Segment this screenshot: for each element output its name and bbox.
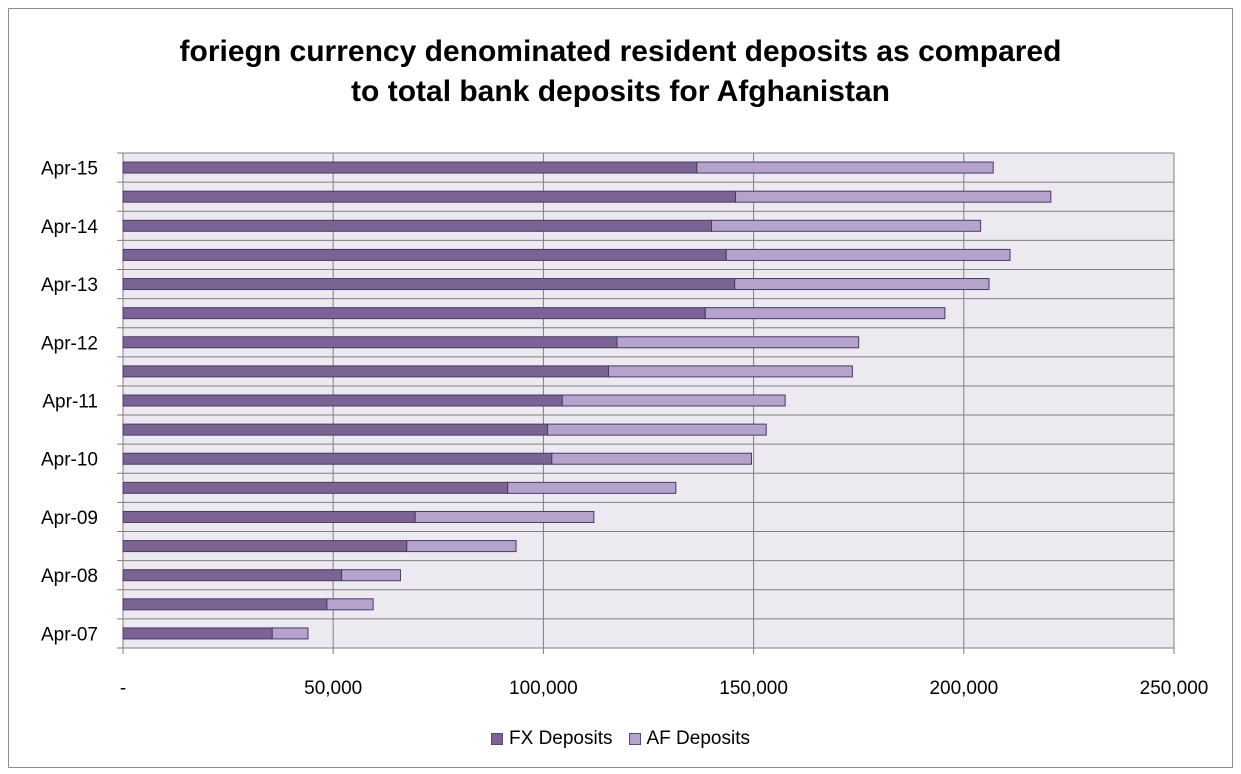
bar-af-deposits <box>341 569 401 582</box>
x-tick-label: 50,000 <box>304 678 362 699</box>
bar-fx-deposits <box>122 190 737 203</box>
bar-af-deposits <box>561 394 786 407</box>
bar-fx-deposits <box>122 161 698 174</box>
legend-item-af: AF Deposits <box>628 728 750 750</box>
bar-fx-deposits <box>122 278 736 291</box>
bar-af-deposits <box>735 190 1052 203</box>
y-tick-label: Apr-14 <box>41 217 98 238</box>
bar-fx-deposits <box>122 540 408 553</box>
legend-swatch-fx <box>491 733 504 745</box>
y-tick-label: Apr-08 <box>41 566 98 587</box>
legend-swatch-af <box>628 733 641 745</box>
bar-af-deposits <box>725 248 1011 261</box>
y-tick-label: Apr-13 <box>41 275 98 296</box>
bar-af-deposits <box>696 161 994 174</box>
bar-fx-deposits <box>122 423 549 436</box>
bar-fx-deposits <box>122 307 706 320</box>
bar-af-deposits <box>414 510 595 523</box>
x-tick-label: 200,000 <box>929 678 998 699</box>
legend-item-fx: FX Deposits <box>491 728 613 750</box>
bar-fx-deposits <box>122 394 563 407</box>
bar-af-deposits <box>406 540 517 553</box>
bar-fx-deposits <box>122 452 553 465</box>
legend-label-af: AF Deposits <box>646 728 750 749</box>
bar-af-deposits <box>711 219 982 232</box>
y-tick-label: Apr-11 <box>42 392 98 413</box>
bar-af-deposits <box>271 627 309 640</box>
bar-fx-deposits <box>122 598 328 611</box>
chart-title-line-2: to total bank deposits for Afghanistan <box>351 75 890 108</box>
chart-title: foriegn currency denominated resident de… <box>0 32 1241 112</box>
x-tick-label: 100,000 <box>509 678 578 699</box>
y-tick-label: Apr-15 <box>41 159 98 180</box>
bar-fx-deposits <box>122 569 343 582</box>
chart-title-line-1: foriegn currency denominated resident de… <box>179 35 1062 68</box>
y-tick-label: Apr-09 <box>41 508 98 529</box>
y-tick-label: Apr-07 <box>41 624 98 645</box>
x-tick-label: - <box>120 678 126 699</box>
bar-af-deposits <box>547 423 767 436</box>
bar-af-deposits <box>704 307 946 320</box>
bar-fx-deposits <box>122 627 273 640</box>
y-tick-label: Apr-10 <box>41 450 98 471</box>
bar-fx-deposits <box>122 365 610 378</box>
bar-af-deposits <box>507 481 677 494</box>
bar-fx-deposits <box>122 510 416 523</box>
y-tick-label: Apr-12 <box>41 333 98 354</box>
bar-fx-deposits <box>122 219 713 232</box>
chart-legend: FX Deposits AF Deposits <box>0 728 1241 750</box>
bar-fx-deposits <box>122 336 618 349</box>
bar-af-deposits <box>734 278 990 291</box>
x-tick-label: 250,000 <box>1140 678 1209 699</box>
bar-fx-deposits <box>122 248 727 261</box>
bar-af-deposits <box>616 336 860 349</box>
x-tick-label: 150,000 <box>719 678 788 699</box>
bar-af-deposits <box>608 365 853 378</box>
bar-af-deposits <box>326 598 374 611</box>
bar-af-deposits <box>551 452 752 465</box>
bar-fx-deposits <box>122 481 509 494</box>
legend-label-fx: FX Deposits <box>509 728 613 749</box>
